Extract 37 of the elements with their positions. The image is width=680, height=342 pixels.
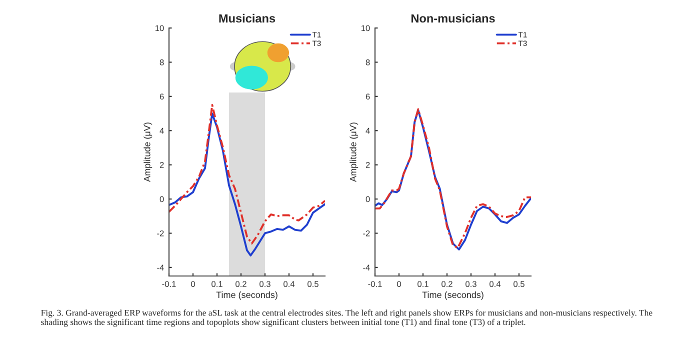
y-tick-label: 6 (366, 94, 370, 100)
x-tick-label: 0.3 (466, 281, 476, 287)
y-axis-title: Amplitude (μV) (350, 122, 358, 182)
y-tick-label: 8 (160, 59, 164, 66)
x-tick-label: 0.2 (442, 281, 452, 287)
x-tick-label: 0 (397, 281, 401, 287)
x-tick-label: 0.1 (212, 281, 222, 287)
y-tick-label: 8 (366, 59, 370, 66)
y-tick-label: -2 (157, 230, 164, 236)
y-tick-label: -4 (363, 264, 370, 270)
x-axis-title: Time (seconds) (422, 291, 484, 300)
x-tick-label: 0.3 (260, 281, 270, 287)
x-tick-label: 0.5 (514, 281, 524, 287)
y-tick-label: -4 (157, 264, 164, 270)
y-tick-label: 2 (160, 162, 164, 168)
y-axis-title: Amplitude (μV) (144, 122, 152, 182)
x-tick-label: 0 (191, 281, 195, 287)
x-tick-label: -0.1 (368, 281, 382, 287)
chart-title: Musicians (219, 14, 276, 23)
y-tick-label: 10 (156, 25, 164, 32)
x-tick-label: 0.1 (418, 281, 428, 287)
y-tick-label: 6 (160, 94, 164, 100)
x-tick-label: 0.4 (284, 281, 295, 287)
x-tick-label: 0.4 (490, 281, 501, 287)
chart-title: Non-musicians (411, 14, 495, 23)
x-tick-label: -0.1 (162, 281, 176, 287)
caption: Fig. 3. Grand-averaged ERP waveforms for the aSL task at the central electrodes sites. The left and right panels show ERPs for musicians and non-musicians respectively. The shading shows the significant time regions and topoplots show significant clusters between initial tone (T1) and final tone (T3) of a triplet. (41, 310, 652, 327)
x-axis-title: Time (seconds) (216, 291, 278, 300)
x-tick-label: 0.2 (236, 281, 246, 287)
y-tick-label: 0 (366, 196, 370, 202)
y-tick-label: 2 (366, 162, 370, 168)
x-tick-label: 0.5 (308, 281, 318, 287)
y-tick-label: 4 (366, 128, 370, 134)
y-tick-label: 4 (160, 128, 164, 134)
y-tick-label: 10 (362, 25, 370, 32)
y-tick-label: 0 (160, 196, 164, 202)
y-tick-label: -2 (363, 230, 370, 236)
